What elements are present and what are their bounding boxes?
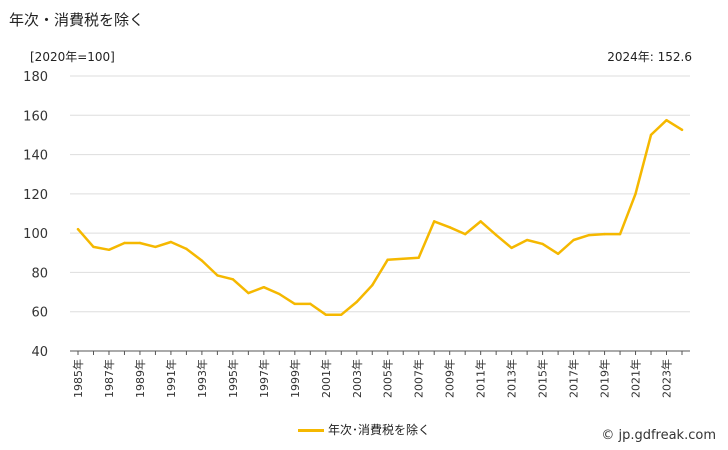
x-tick-label: 2023年 [660,359,674,398]
series-layer [76,118,684,316]
data-point [572,238,575,242]
data-point [92,245,95,249]
data-point [448,226,451,229]
y-tick-label: 40 [31,345,48,360]
data-point [340,313,343,316]
x-tick-label: 2019年 [598,359,612,398]
data-point [417,256,420,259]
data-point [634,192,637,196]
data-point [433,220,436,223]
x-tick-label: 1999年 [288,359,302,398]
data-point [402,257,405,260]
y-tick-label: 60 [31,306,48,321]
legend: 年次･消費税を除く [0,421,728,438]
data-point [494,233,498,237]
x-tick-label: 1989年 [133,359,147,398]
data-point [371,283,374,287]
x-tick-label: 2001年 [319,359,333,398]
data-point [262,285,266,289]
data-point [293,302,297,306]
series-line [76,118,684,316]
x-tick-label: 2013年 [505,359,519,398]
data-point [278,292,281,296]
data-point [479,220,482,223]
legend-label: 年次･消費税を除く [327,423,430,437]
x-tick-label: 2009年 [443,359,457,398]
x-tick-label: 1991年 [164,359,178,398]
x-axis: 1985年 1987年 1989年 1991年 1993年 1995年 1997年 1999年… [71,351,683,398]
data-point [247,291,250,295]
x-tick-label: 2021年 [629,359,643,398]
data-point [463,232,467,236]
data-point [107,248,111,252]
data-point [231,278,235,281]
x-tick-label: 1993年 [195,359,209,398]
grid-lines [70,75,690,352]
data-point [309,302,312,306]
data-point [169,240,173,244]
data-point [680,128,684,132]
data-point [603,232,606,236]
data-point [618,232,622,236]
data-point [216,274,219,277]
data-point [154,245,157,249]
data-point [386,258,389,261]
data-point [123,241,126,245]
data-point [324,313,327,316]
data-point [355,300,358,304]
y-tick-label: 120 [23,188,48,203]
data-point [510,246,513,250]
chart-title: 年次・消費税を除く [9,11,145,29]
data-point [556,252,560,255]
data-point [649,133,653,137]
x-tick-label: 2007年 [412,359,426,398]
x-tick-label: 1997年 [257,359,271,398]
latest-value-label: 2024年: 152.6 [607,50,692,64]
x-tick-label: 2003年 [350,359,364,398]
x-tick-label: 1995年 [226,359,240,398]
y-tick-label: 100 [23,227,48,242]
legend-swatch [297,429,324,432]
data-point [665,118,668,122]
source-credit: © jp.gdfreak.com [601,428,716,443]
data-point [587,233,591,237]
unit-label: [2020年=100] [30,50,115,64]
x-tick-label: 2017年 [567,359,581,398]
x-tick-label: 1987年 [102,359,116,398]
data-point [525,238,529,242]
x-tick-label: 1985年 [71,359,85,398]
y-tick-label: 140 [23,149,48,164]
y-tick-label: 160 [23,109,48,124]
x-tick-label: 2015年 [536,359,550,398]
y-tick-label: 80 [31,266,48,281]
data-point [200,259,204,262]
y-tick-label: 180 [23,70,48,85]
data-point [76,228,80,231]
data-point [138,241,142,245]
y-axis: 40 60 80 100 120 140 160 180 [23,70,48,360]
x-tick-label: 2005年 [381,359,395,398]
data-point [541,242,544,246]
x-tick-label: 2011年 [474,359,488,398]
data-point [185,247,188,251]
